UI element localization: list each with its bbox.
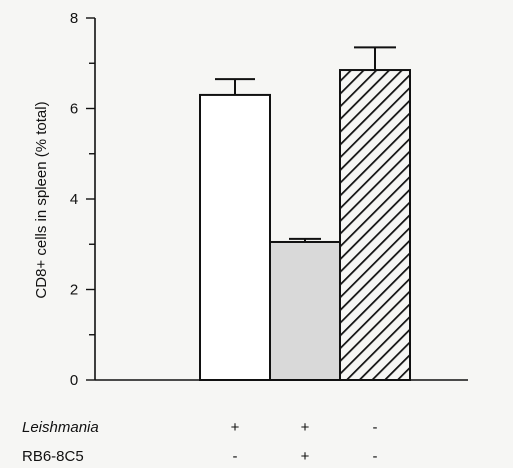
condition-table: Leishmania + + - RB6-8C5 - + - bbox=[22, 419, 378, 465]
bar-1 bbox=[199, 93, 271, 382]
bar-2 bbox=[269, 240, 341, 381]
y-tick-label: 2 bbox=[70, 282, 78, 299]
condition-mark: - bbox=[373, 419, 378, 436]
y-tick-label: 0 bbox=[70, 372, 78, 389]
plot-area: 0 2 4 6 8 bbox=[70, 10, 468, 389]
y-tick-label: 4 bbox=[70, 191, 78, 208]
y-tick-label: 6 bbox=[70, 101, 78, 118]
condition-mark: + bbox=[301, 419, 310, 436]
condition-label: RB6-8C5 bbox=[22, 448, 84, 465]
condition-mark: - bbox=[373, 448, 378, 465]
condition-mark: + bbox=[301, 448, 310, 465]
condition-mark: - bbox=[233, 448, 238, 465]
y-axis-title: CD8+ cells in spleen (% total) bbox=[33, 101, 50, 298]
condition-label: Leishmania bbox=[22, 419, 99, 436]
bar-3 bbox=[339, 69, 411, 381]
condition-mark: + bbox=[231, 419, 240, 436]
y-tick-label: 8 bbox=[70, 10, 78, 27]
